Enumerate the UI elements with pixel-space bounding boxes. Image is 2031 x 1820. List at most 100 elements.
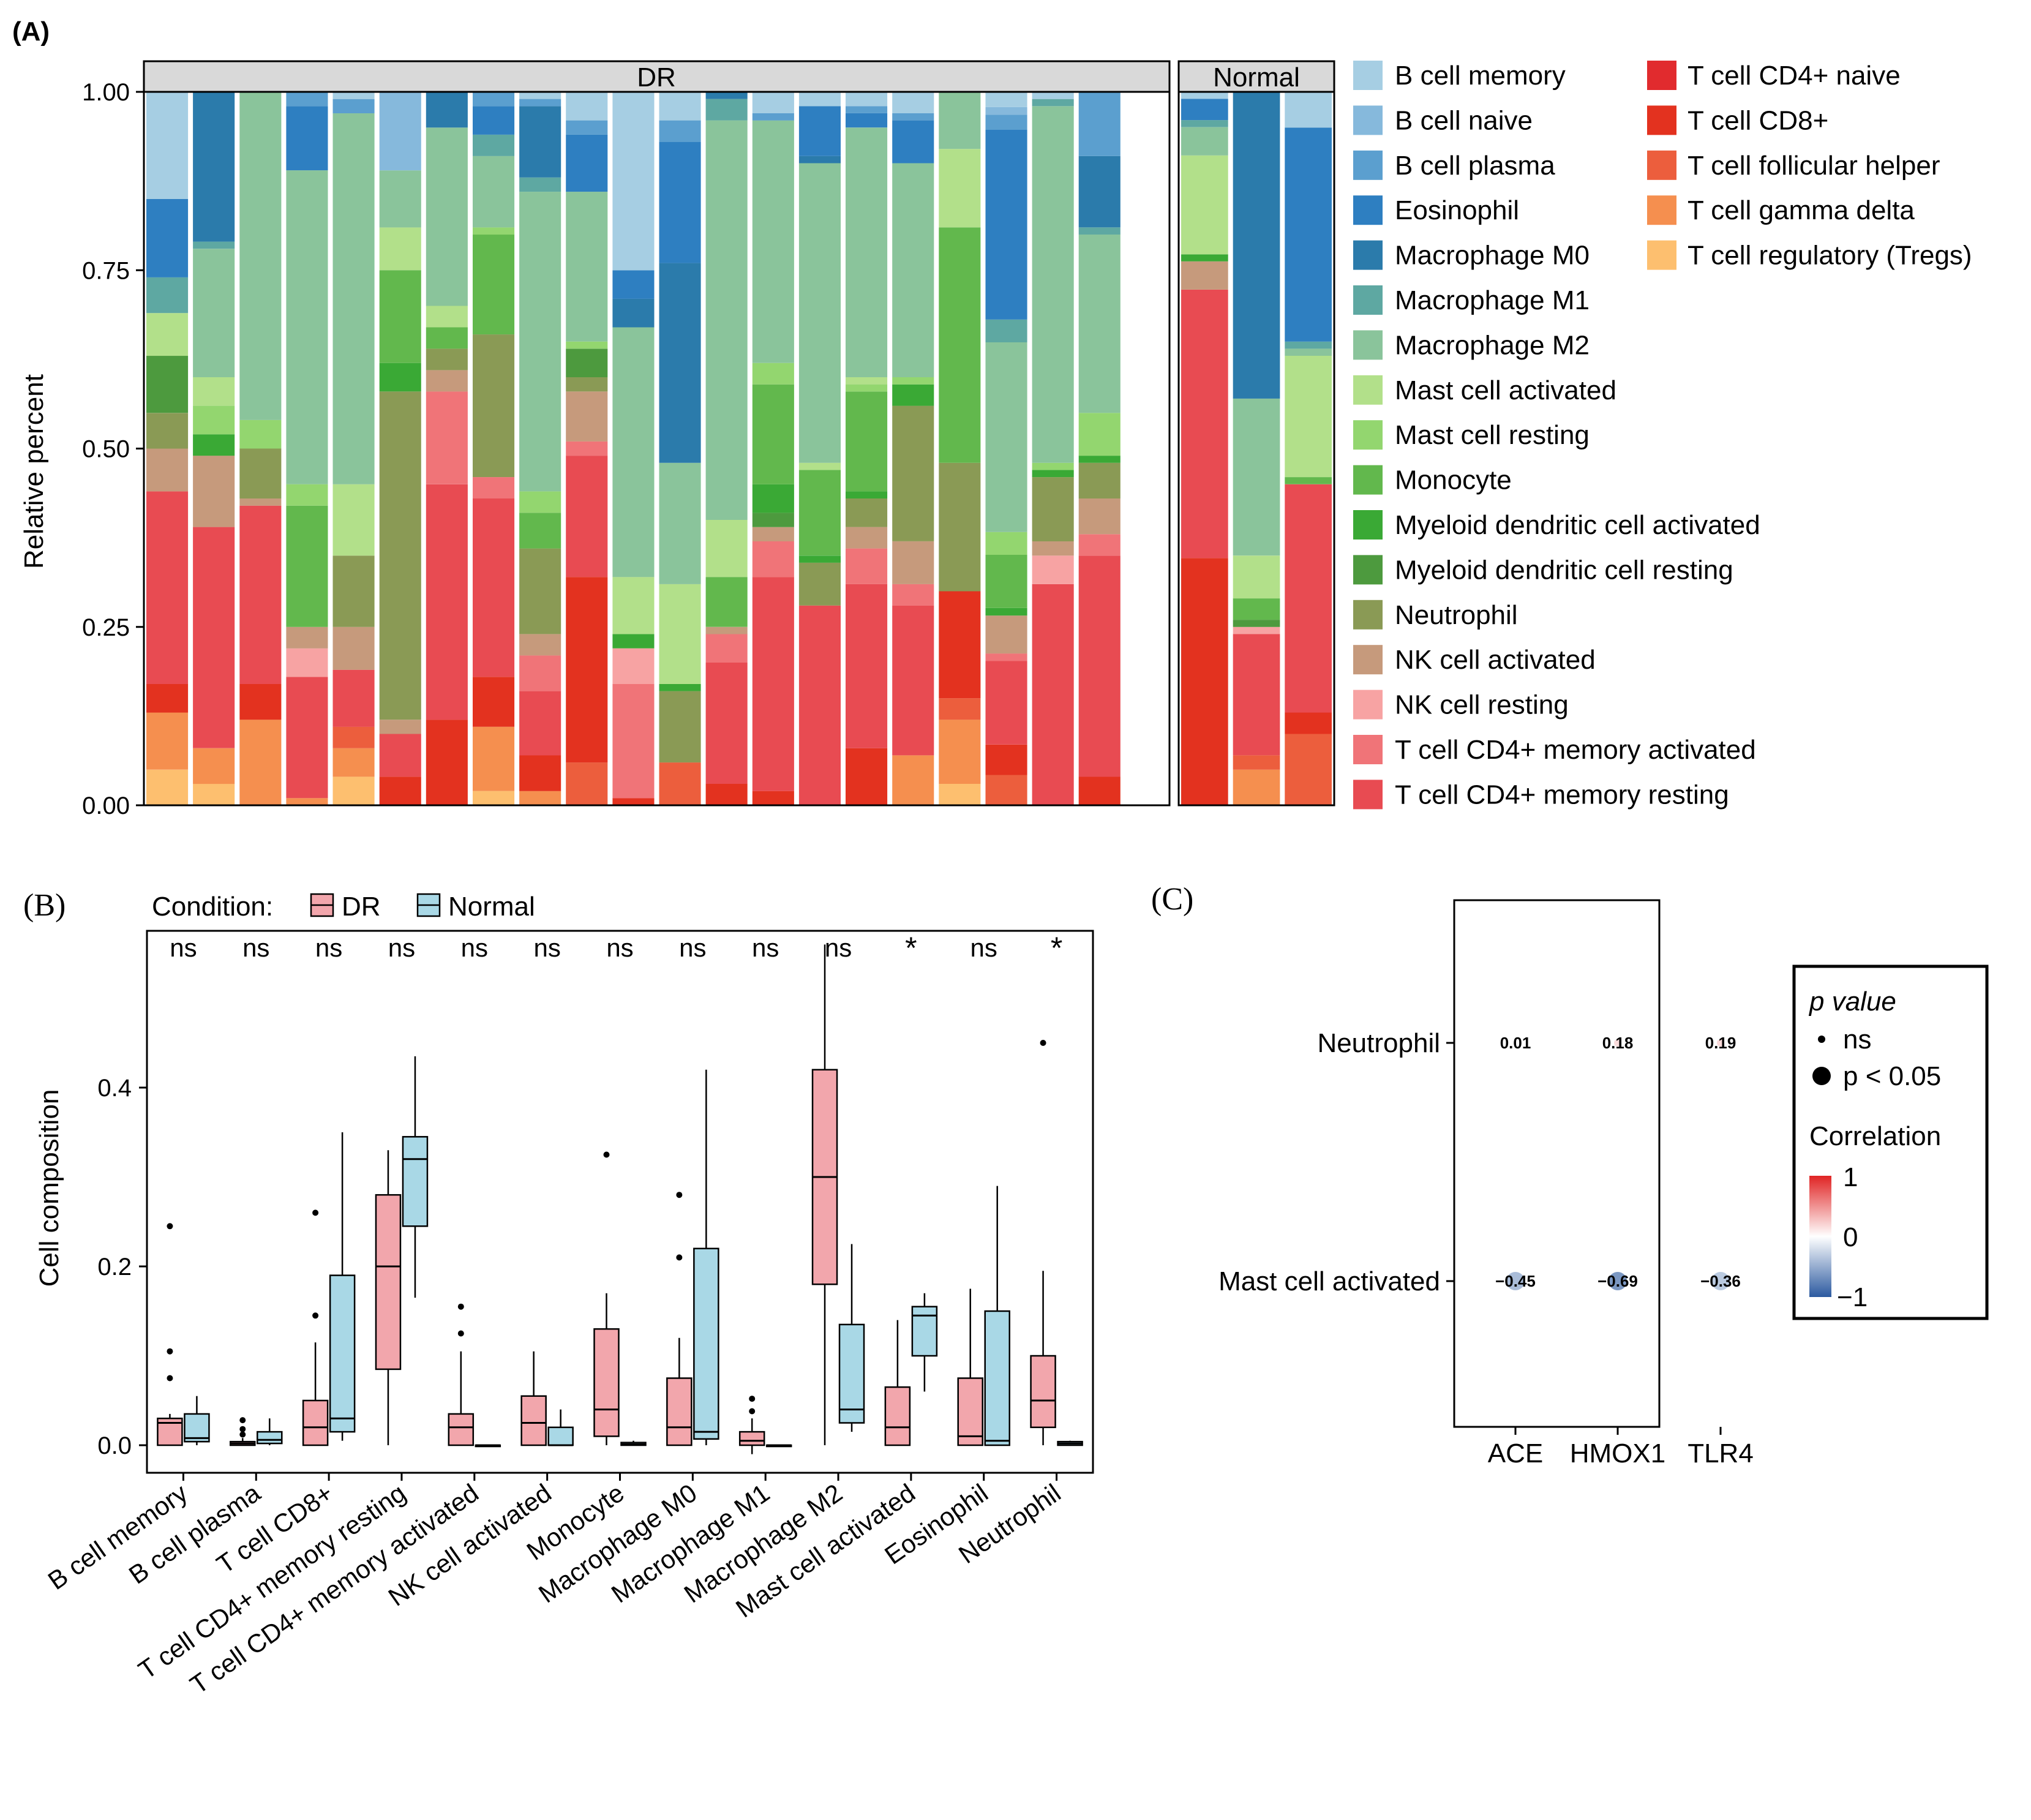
bar-segment-eosinophil	[146, 198, 189, 277]
bar-segment-neutrophil	[519, 548, 561, 634]
box-normal-macrophage-m2-iqr	[838, 1323, 865, 1424]
box-dr-t-cell-cd8	[302, 1209, 329, 1446]
bar-segment-t-cell-follicular-helper	[1285, 734, 1332, 805]
bar-segment-t-cell-follicular-helper	[332, 726, 375, 748]
bar-segment-macrophage-m2	[612, 327, 655, 577]
box-dr-b-cell-plasma-outlier	[239, 1417, 246, 1424]
box-normal-t-cell-cd4-memory-resting	[402, 1056, 429, 1298]
bar-segment-macrophage-m1	[1285, 341, 1332, 349]
strip-normal-label: Normal	[1213, 62, 1300, 92]
legend-key-macrophage-m0	[1353, 240, 1383, 270]
box-normal-t-cell-cd8-iqr	[329, 1274, 356, 1433]
bar-segment-t-cell-gamma-delta	[473, 726, 515, 791]
bar-segment-b-cell-plasma	[1078, 92, 1121, 156]
bar-segment-t-cell-cd4-memory-resting	[1233, 634, 1280, 756]
bar-segment-eosinophil	[566, 134, 608, 192]
box-dr-neutrophil-outlier	[1040, 1040, 1046, 1046]
y-tick-a-label: 1.00	[82, 79, 130, 106]
legend-key-t-cell-follicular-helper	[1647, 150, 1676, 180]
legend-key-t-cell-gamma-delta	[1647, 195, 1676, 225]
bar-segment-nk-cell-resting	[612, 648, 655, 684]
bar-segment-nk-cell-activated	[332, 626, 375, 670]
box-normal-t-cell-cd8	[329, 1132, 356, 1441]
legend-key-t-cell-cd8	[1647, 105, 1676, 135]
bar-segment-t-cell-cd4-memory-activated	[612, 684, 655, 799]
box-dr-b-cell-memory-outlier	[167, 1375, 173, 1382]
bar-segment-t-cell-cd8	[379, 777, 421, 805]
bar-segment-t-cell-cd8	[705, 784, 748, 805]
plot-c-frame	[1453, 899, 1661, 1428]
bar-segment-mast-cell-resting	[892, 377, 934, 385]
x-tick-c-label: HMOX1	[1570, 1438, 1665, 1468]
legend-c-tick-high: 1	[1843, 1162, 1858, 1192]
bar-segment-t-cell-cd8	[752, 791, 794, 805]
bar-segment-t-cell-cd8	[566, 577, 608, 763]
bar-segment-macrophage-m0	[705, 92, 748, 99]
bar-segment-monocyte	[939, 227, 981, 463]
y-axis-b-title: Cell composition	[34, 1089, 64, 1287]
bar-segment-t-cell-cd4-memory-resting	[1032, 584, 1074, 805]
bar-segment-macrophage-m0	[659, 263, 701, 463]
bar-segment-nk-cell-resting	[286, 648, 328, 677]
box-dr-b-cell-memory-outlier	[167, 1348, 173, 1355]
box-dr-t-cell-cd4-memory-activated-outlier	[457, 1303, 464, 1310]
box-dr-b-cell-plasma	[230, 1417, 256, 1446]
significance-label: ns	[606, 933, 633, 962]
plot-b-frame	[146, 930, 1094, 1474]
bar-segment-b-cell-memory	[146, 92, 189, 199]
bar-segment-t-cell-gamma-delta	[519, 791, 561, 805]
bar-segment-t-cell-cd8	[239, 684, 282, 720]
legend-label-t-cell-cd4-memory-resting: T cell CD4+ memory resting	[1395, 780, 1729, 810]
bar-segment-t-cell-follicular-helper	[566, 762, 608, 805]
legend-label-eosinophil: Eosinophil	[1395, 195, 1519, 225]
bar-segment-t-cell-cd4-memory-activated	[1078, 534, 1121, 556]
legend-label-t-cell-cd4-naive: T cell CD4+ naive	[1687, 61, 1901, 91]
legend-key-nk-cell-activated	[1353, 645, 1383, 675]
bar-segment-b-cell-memory	[1181, 92, 1228, 99]
bar-segment-t-cell-cd4-memory-resting	[892, 605, 934, 756]
bar-segment-monocyte	[519, 513, 561, 549]
bar-segment-neutrophil	[939, 462, 981, 592]
legend-key-b-cell-plasma	[1353, 150, 1383, 180]
y-tick-a-label: 0.50	[82, 436, 130, 463]
bar-segment-t-cell-cd4-memory-resting	[332, 669, 375, 727]
bar-segment-t-cell-cd4-memory-resting	[193, 527, 235, 748]
bar-segment-t-cell-cd4-memory-activated	[519, 655, 561, 691]
bar-segment-nk-cell-activated	[752, 527, 794, 541]
bar-segment-b-cell-plasma	[752, 113, 794, 121]
bar-segment-nk-cell-activated	[426, 370, 468, 392]
bar-segment-b-cell-naive	[985, 107, 1027, 115]
bar-segment-eosinophil	[985, 130, 1027, 320]
bar-segment-myeloid-dendritic-cell-activated	[846, 491, 888, 498]
bar-segment-myeloid-dendritic-cell-activated	[1181, 254, 1228, 261]
box-normal-b-cell-memory-iqr	[184, 1413, 210, 1443]
significance-label: ns	[242, 933, 269, 962]
significance-label: ns	[388, 933, 415, 962]
bar-segment-t-cell-cd4-memory-activated	[473, 477, 515, 498]
legend-b-normal-label: Normal	[448, 892, 535, 922]
bar-segment-t-cell-regulatory-tregs	[193, 784, 235, 805]
bar-segment-eosinophil	[798, 106, 841, 156]
bar-segment-eosinophil	[659, 141, 701, 263]
bar-segment-mast-cell-resting	[286, 484, 328, 506]
bar-segment-monocyte	[1285, 477, 1332, 484]
box-dr-mast-cell-activated-iqr	[884, 1386, 911, 1446]
legend-b-dr-label: DR	[342, 892, 381, 922]
panel-b-label: (B)	[23, 888, 66, 923]
legend-label-b-cell-memory: B cell memory	[1395, 61, 1566, 91]
bar-segment-myeloid-dendritic-cell-resting	[566, 348, 608, 377]
bar-segment-t-cell-cd4-memory-resting	[426, 484, 468, 720]
axes-c: Neutrophil Mast cell activated ACE HMOX1 TLR…	[1218, 1028, 1754, 1468]
bar-segment-neutrophil	[332, 555, 375, 627]
bar-segment-myeloid-dendritic-cell-resting	[146, 356, 189, 413]
bar-segment-macrophage-m2	[239, 92, 282, 420]
box-normal-macrophage-m2	[838, 1244, 865, 1432]
legend-c-tick-mid: 0	[1843, 1222, 1858, 1252]
y-tick-b-label: 0.2	[97, 1254, 132, 1280]
corr-dot-mast-cell-activated-ace	[1506, 1272, 1525, 1290]
bar-segment-t-cell-gamma-delta	[286, 798, 328, 805]
bar-segment-macrophage-m2	[426, 127, 468, 306]
legend-label-myeloid-dendritic-cell-resting: Myeloid dendritic cell resting	[1395, 555, 1733, 585]
bar-segment-t-cell-cd8	[985, 744, 1027, 775]
corr-value-label: −0.36	[1700, 1272, 1741, 1290]
